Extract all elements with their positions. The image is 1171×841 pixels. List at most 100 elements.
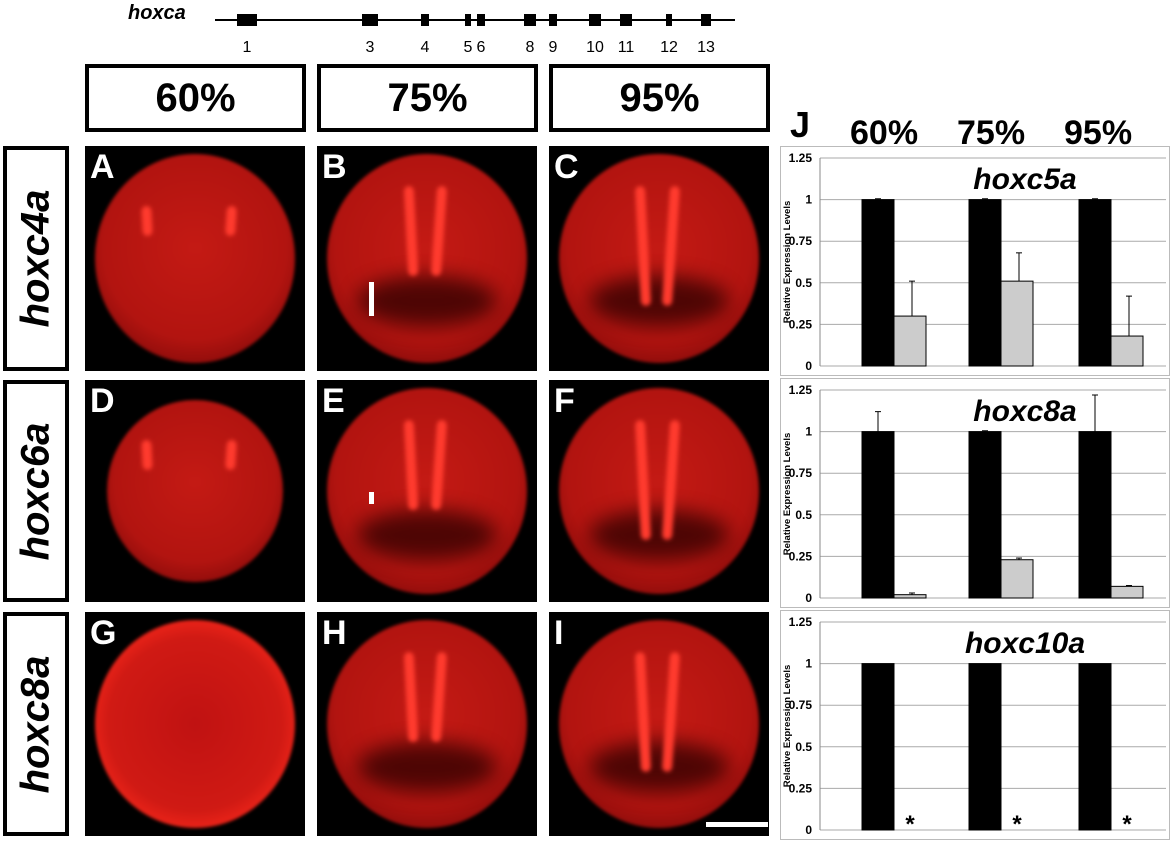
gene-label-5: 5 (464, 39, 473, 56)
row-label-hoxc4a: hoxc4a (3, 146, 69, 371)
gene-block-4 (421, 14, 429, 26)
bar-95%-s1 (1110, 585, 1144, 599)
bar-75%-s0 (968, 199, 1002, 367)
gene-label-3: 3 (366, 39, 375, 56)
row-label-hoxc6a: hoxc6a (3, 380, 69, 602)
image-panel-f: F (549, 380, 769, 602)
panel-letter: H (322, 614, 347, 652)
chart-stage-95: 95% (1064, 114, 1133, 152)
image-panel-a: A (85, 146, 305, 371)
bar-75%-s1 (1000, 280, 1034, 367)
y-tick-label: 1 (805, 193, 812, 207)
scale-bar (706, 822, 768, 827)
bar-60%-s1 (893, 594, 927, 599)
panel-letter: G (90, 614, 117, 652)
gene-block-3 (362, 14, 378, 26)
y-tick-label: 0.75 (789, 698, 813, 712)
panel-letter: F (554, 382, 575, 420)
image-panel-g: G (85, 612, 305, 836)
y-tick-label: 0.25 (789, 781, 813, 795)
significance-asterisk: * (1012, 811, 1022, 838)
gene-label-6: 6 (477, 39, 486, 56)
image-panel-i: I (549, 612, 769, 836)
embryo (95, 154, 295, 363)
gene-block-9 (549, 14, 557, 26)
chart-hoxc8a: 0 0.25 0.5 0.75 1 1.25 Relative Expression Lev… (780, 378, 1170, 608)
expression-stripe (224, 205, 238, 237)
y-tick-label: 0.5 (795, 740, 812, 754)
y-tick-label: 1 (805, 657, 812, 671)
yolk-shadow (589, 510, 729, 560)
image-panel-c: C (549, 146, 769, 371)
bar-95%-s1 (1110, 335, 1144, 367)
gene-label-10: 10 (586, 39, 604, 56)
significance-asterisk: * (1122, 811, 1132, 838)
embryo (107, 400, 283, 582)
bar-60%-s0 (861, 663, 895, 831)
panel-letter: B (322, 148, 347, 186)
stage-box-75: 75% (317, 64, 538, 132)
image-panel-b: B (317, 146, 537, 371)
gene-block-12 (666, 14, 672, 26)
y-tick-label: 1 (805, 425, 812, 439)
panel-letter: C (554, 148, 579, 186)
bar-60%-s0 (861, 431, 895, 599)
bar-95%-s0 (1078, 663, 1112, 831)
bar-75%-s0 (968, 431, 1002, 599)
y-tick-label: 1.25 (789, 615, 813, 629)
extent-marker (369, 282, 374, 316)
yolk-shadow (589, 742, 729, 792)
embryo (559, 620, 759, 828)
gene-label-9: 9 (549, 39, 558, 56)
y-axis-label: Relative Expression Levels (782, 433, 793, 556)
y-axis-label: Relative Expression Levels (782, 201, 793, 324)
gene-label-8: 8 (526, 39, 535, 56)
gene-label-1: 1 (243, 39, 252, 56)
embryo (327, 388, 527, 594)
gene-block-13 (701, 14, 711, 26)
panel-label-j: J (790, 104, 811, 145)
stage-box-95: 95% (549, 64, 770, 132)
y-tick-label: 0 (805, 823, 812, 837)
significance-asterisk: * (905, 811, 915, 838)
embryo (559, 154, 759, 363)
gene-cluster-map: 1 3 4 5 6 8 9 10 11 12 13 (215, 14, 735, 56)
chart-title: hoxc5a (973, 163, 1076, 196)
yolk-shadow (357, 510, 497, 560)
bar-95%-s0 (1078, 431, 1112, 599)
bar-60%-s1 (893, 315, 927, 367)
gene-block-6 (477, 14, 485, 26)
gene-label-4: 4 (421, 39, 430, 56)
bar-95%-s0 (1078, 199, 1112, 367)
chart-hoxc5a: 0 0.25 0.5 0.75 1 1.25 Relative Expression Lev… (780, 146, 1170, 376)
panel-letter: D (90, 382, 115, 420)
panel-letter: A (90, 148, 115, 186)
embryo (559, 388, 759, 594)
chart-title: hoxc10a (965, 627, 1085, 660)
expression-stripe (224, 439, 238, 471)
embryo (327, 620, 527, 828)
gene-block-5 (465, 14, 471, 26)
bar-60%-s0 (861, 199, 895, 367)
chart-hoxc10a: 0 0.25 0.5 0.75 1 1.25 Relative Expression Lev… (780, 610, 1170, 840)
stage-box-60: 60% (85, 64, 306, 132)
chart-stage-75: 75% (957, 114, 1026, 152)
bar-75%-s1 (1000, 559, 1034, 599)
expression-stripe (141, 439, 153, 471)
row-label-hoxc8a: hoxc8a (3, 612, 69, 836)
y-tick-label: 0.75 (789, 234, 813, 248)
y-tick-label: 0.25 (789, 549, 813, 563)
y-tick-label: 0.75 (789, 466, 813, 480)
y-tick-label: 0 (805, 359, 812, 373)
yolk-shadow (357, 276, 497, 326)
panel-letter: I (554, 614, 564, 652)
bar-75%-s0 (968, 663, 1002, 831)
expression-stripe (141, 205, 153, 237)
y-tick-label: 0.5 (795, 508, 812, 522)
yolk-shadow (589, 276, 729, 326)
gene-label-12: 12 (660, 39, 678, 56)
embryo (95, 620, 295, 828)
image-panel-e: E (317, 380, 537, 602)
gene-block-1 (237, 14, 257, 26)
chart-stage-60: 60% (850, 114, 919, 152)
